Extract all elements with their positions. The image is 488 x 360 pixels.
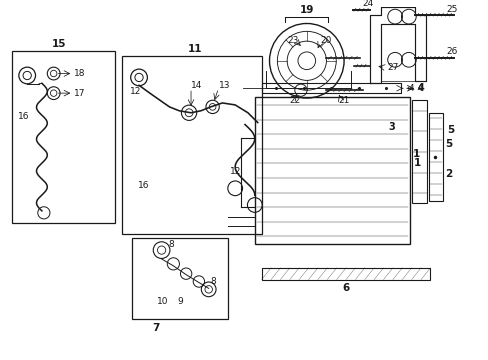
Text: 7: 7 <box>152 323 160 333</box>
Text: 17: 17 <box>74 89 85 98</box>
Bar <box>261 83 400 93</box>
Bar <box>13 51 115 222</box>
Text: 6: 6 <box>342 283 349 293</box>
Text: 27: 27 <box>386 63 398 72</box>
Text: 9: 9 <box>177 297 183 306</box>
Text: 12: 12 <box>230 167 241 176</box>
Text: 1: 1 <box>412 149 419 159</box>
Text: 5: 5 <box>444 139 451 149</box>
Text: 15: 15 <box>51 39 66 49</box>
Bar <box>122 56 261 234</box>
Text: 14: 14 <box>191 81 202 90</box>
Text: ← 4: ← 4 <box>406 84 422 93</box>
Bar <box>132 238 228 319</box>
Text: 22: 22 <box>288 95 300 104</box>
Text: 3: 3 <box>387 122 394 131</box>
Text: 19: 19 <box>299 5 313 15</box>
Text: 16: 16 <box>138 181 149 190</box>
Text: 18: 18 <box>74 69 85 78</box>
Text: 8: 8 <box>210 277 216 286</box>
Text: 11: 11 <box>187 44 202 54</box>
Text: 8: 8 <box>168 240 174 249</box>
Text: 13: 13 <box>218 81 229 90</box>
Text: 12: 12 <box>130 87 142 96</box>
Text: 26: 26 <box>445 48 457 57</box>
Bar <box>254 97 409 244</box>
Text: 4: 4 <box>408 84 414 93</box>
Text: 4: 4 <box>417 83 424 93</box>
Text: 5: 5 <box>446 125 453 135</box>
Bar <box>411 100 427 203</box>
Text: 10: 10 <box>156 297 168 306</box>
Text: 20: 20 <box>320 36 331 45</box>
Text: 24: 24 <box>361 0 372 8</box>
Text: 1: 1 <box>413 158 420 168</box>
Text: 2: 2 <box>444 169 451 179</box>
Text: 21: 21 <box>338 95 349 104</box>
Bar <box>261 268 429 280</box>
Text: 25: 25 <box>445 5 457 14</box>
Text: 16: 16 <box>19 112 30 121</box>
Bar <box>428 113 442 201</box>
Text: 23: 23 <box>286 36 298 45</box>
